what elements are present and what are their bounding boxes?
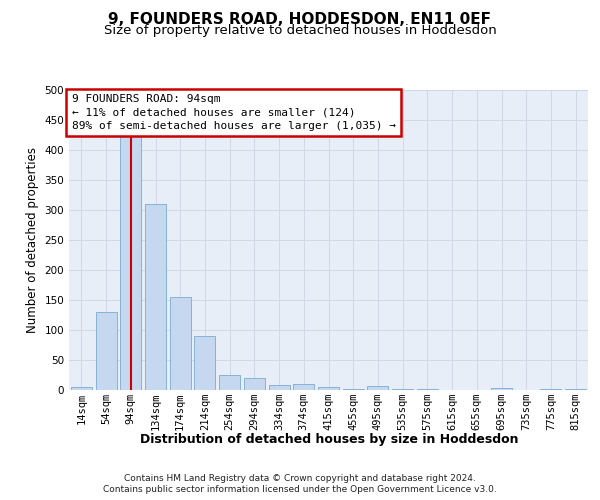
Bar [318,387,339,390]
Bar [541,389,562,390]
Bar [565,389,586,390]
Bar [120,132,141,390]
Bar [392,389,413,390]
Text: Contains HM Land Registry data © Crown copyright and database right 2024.: Contains HM Land Registry data © Crown c… [124,474,476,483]
Bar [170,297,191,390]
Bar [269,385,290,390]
Text: Contains public sector information licensed under the Open Government Licence v3: Contains public sector information licen… [103,485,497,494]
Bar [145,204,166,390]
Bar [95,312,116,390]
Text: 9, FOUNDERS ROAD, HODDESDON, EN11 0EF: 9, FOUNDERS ROAD, HODDESDON, EN11 0EF [109,12,491,28]
Text: 9 FOUNDERS ROAD: 94sqm
← 11% of detached houses are smaller (124)
89% of semi-de: 9 FOUNDERS ROAD: 94sqm ← 11% of detached… [71,94,395,131]
Bar [219,375,240,390]
Bar [244,378,265,390]
Text: Distribution of detached houses by size in Hoddesdon: Distribution of detached houses by size … [140,432,518,446]
Bar [194,336,215,390]
Bar [343,389,364,390]
Bar [417,389,438,390]
Bar [71,387,92,390]
Bar [293,384,314,390]
Bar [491,388,512,390]
Text: Size of property relative to detached houses in Hoddesdon: Size of property relative to detached ho… [104,24,496,37]
Bar [367,386,388,390]
Y-axis label: Number of detached properties: Number of detached properties [26,147,39,333]
